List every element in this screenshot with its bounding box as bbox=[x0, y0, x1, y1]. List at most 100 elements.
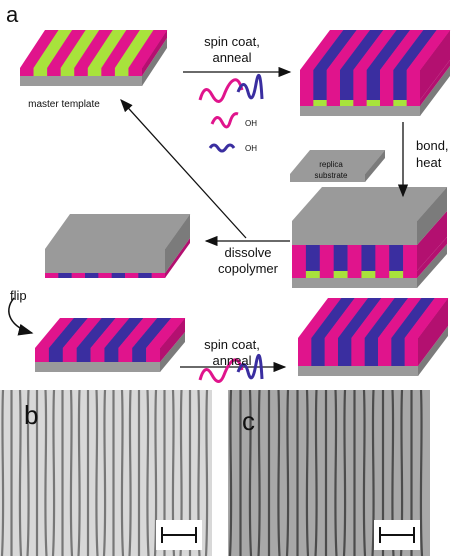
layer-face bbox=[361, 245, 375, 271]
layer-face bbox=[405, 338, 419, 366]
layer-face bbox=[125, 273, 139, 278]
layer-face bbox=[313, 70, 327, 100]
stripe bbox=[259, 390, 260, 556]
stripe bbox=[316, 390, 317, 556]
layer-face bbox=[74, 68, 88, 76]
layer-face bbox=[152, 273, 166, 278]
layer-face bbox=[403, 245, 417, 271]
layer-face bbox=[118, 348, 132, 362]
stripe bbox=[2, 390, 3, 556]
panel-label: a bbox=[6, 2, 19, 27]
layer-face bbox=[300, 106, 420, 116]
layer-face bbox=[77, 348, 91, 362]
layer-face bbox=[91, 348, 105, 362]
step-label: bond, bbox=[416, 138, 449, 153]
step-label: spin coat, bbox=[204, 34, 260, 49]
schematic-blocks bbox=[20, 30, 450, 376]
layer-face bbox=[340, 70, 354, 100]
layer-face bbox=[320, 245, 334, 271]
layer-face bbox=[298, 366, 418, 376]
layer-face bbox=[138, 273, 152, 278]
layer-face bbox=[112, 273, 126, 278]
layer-face bbox=[35, 362, 160, 372]
layer-face bbox=[378, 338, 392, 366]
layer-face bbox=[45, 249, 165, 273]
layer-face bbox=[132, 348, 146, 362]
layer-face bbox=[63, 348, 77, 362]
layer-face bbox=[367, 70, 381, 100]
layer-face bbox=[306, 271, 320, 278]
layer-face bbox=[325, 338, 339, 366]
stripe bbox=[53, 390, 54, 556]
layer-face bbox=[306, 245, 320, 271]
layer-face bbox=[351, 338, 365, 366]
layer-face bbox=[49, 348, 63, 362]
layer-face bbox=[313, 100, 327, 106]
stripe bbox=[79, 390, 80, 556]
stripe bbox=[71, 390, 72, 556]
layer-face bbox=[367, 100, 381, 106]
layer-face bbox=[340, 100, 354, 106]
layer-face bbox=[334, 245, 348, 271]
layer-face bbox=[403, 271, 417, 278]
stripe bbox=[122, 390, 123, 556]
layer-face bbox=[380, 70, 394, 100]
layer-face bbox=[391, 338, 405, 366]
layer-face bbox=[292, 221, 417, 245]
step-label: flip bbox=[10, 288, 27, 303]
layer-face bbox=[380, 100, 394, 106]
layer-face bbox=[47, 68, 61, 76]
layer-face bbox=[393, 70, 407, 100]
replica-label: replica bbox=[319, 160, 343, 169]
layer-face bbox=[300, 100, 314, 106]
layer-face bbox=[348, 271, 362, 278]
micrographs bbox=[0, 390, 430, 556]
stripe bbox=[230, 390, 231, 556]
stripe bbox=[344, 390, 345, 556]
panel-label: c bbox=[242, 406, 255, 436]
end-group-label: OH bbox=[245, 144, 257, 153]
layer-face bbox=[393, 100, 407, 106]
layer-face bbox=[389, 245, 403, 271]
layer-face bbox=[375, 271, 389, 278]
stripe bbox=[104, 390, 105, 556]
layer-face bbox=[34, 68, 48, 76]
stripe bbox=[20, 390, 21, 556]
layer-face bbox=[327, 70, 341, 100]
layer-top bbox=[45, 214, 190, 249]
layer-face bbox=[292, 278, 417, 288]
stripe bbox=[287, 390, 288, 556]
stripe bbox=[335, 390, 336, 556]
layer-face bbox=[311, 338, 325, 366]
layer-face bbox=[407, 100, 421, 106]
layer-face bbox=[104, 348, 118, 362]
step-label: anneal bbox=[212, 50, 251, 65]
stripe bbox=[155, 390, 156, 556]
layer-face bbox=[88, 68, 102, 76]
layer-face bbox=[389, 271, 403, 278]
layer-face bbox=[115, 68, 129, 76]
layer-face bbox=[361, 271, 375, 278]
stripe bbox=[421, 390, 422, 556]
page: a spin coat, anneal master template OH O… bbox=[0, 0, 463, 556]
step-label: heat bbox=[416, 155, 442, 170]
layer-face bbox=[35, 348, 49, 362]
layer-face bbox=[98, 273, 112, 278]
layer-face bbox=[298, 338, 312, 366]
stripe bbox=[373, 390, 374, 556]
layer-face bbox=[58, 273, 72, 278]
layer-face bbox=[375, 245, 389, 271]
panel-label: b bbox=[24, 400, 38, 430]
stripe bbox=[364, 390, 365, 556]
replica-label: substrate bbox=[315, 171, 348, 180]
layer-face bbox=[407, 70, 421, 100]
stripe bbox=[96, 390, 97, 556]
step-label: dissolve bbox=[225, 245, 272, 260]
step-label: anneal bbox=[212, 353, 251, 368]
flip-arrow bbox=[9, 298, 32, 333]
stripe bbox=[147, 390, 148, 556]
layer-face bbox=[334, 271, 348, 278]
layer-face bbox=[300, 70, 314, 100]
figure: a spin coat, anneal master template OH O… bbox=[0, 0, 463, 556]
layer-face bbox=[353, 100, 367, 106]
